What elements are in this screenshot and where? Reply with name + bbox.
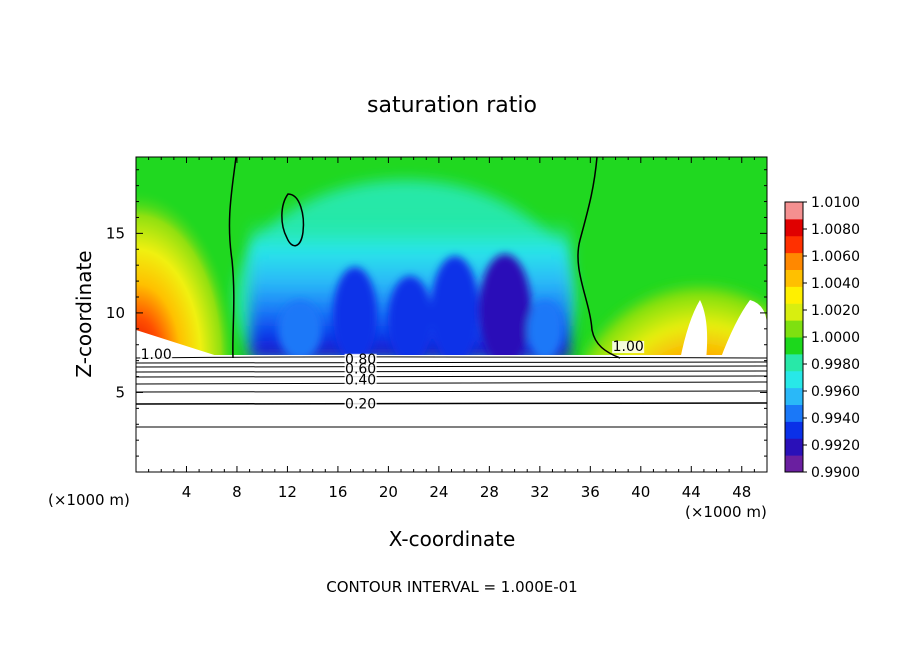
- colorbar-swatch: [785, 286, 803, 304]
- colorbar-tick-label: 0.9960: [811, 384, 860, 400]
- x-axis-label: X-coordinate: [389, 527, 516, 551]
- colorbar-tick-label: 0.9920: [811, 438, 860, 454]
- contour-line-1-00: [228, 157, 237, 359]
- contour-loop-1-00: [281, 193, 305, 247]
- white-gaps-right: [680, 300, 767, 360]
- contour-label: 0.40: [345, 373, 376, 389]
- colorbar-swatch: [785, 303, 803, 321]
- contour-label: 0.20: [345, 396, 376, 412]
- colorbar-tick-label: 0.9980: [811, 357, 860, 373]
- contour-line-1-00: [577, 157, 621, 359]
- contour-label-bg: [344, 398, 377, 411]
- colorbar-tick-label: 0.9900: [811, 465, 860, 481]
- contour-line: [136, 381, 767, 385]
- x-tick-label: 16: [328, 483, 347, 501]
- lower-blank: [136, 355, 767, 360]
- contour-line: [136, 361, 767, 364]
- colorbar-swatch: [785, 269, 803, 287]
- x-tick-label: 36: [581, 483, 600, 501]
- x-tick-label: 28: [480, 483, 499, 501]
- x-tick-label: 40: [631, 483, 650, 501]
- y-axis: 5 10 15: [106, 169, 767, 457]
- colorbar-swatch: [785, 455, 803, 473]
- colorbar: 1.0100 1.0080 1.0060 1.0040 1.0020 1.0000 0.99…: [784, 195, 860, 481]
- contour-label-bg: [344, 374, 377, 387]
- colorbar-tick-label: 1.0000: [811, 330, 860, 346]
- x-unit-right: (×1000 m): [685, 503, 767, 521]
- colorbar-tick-label: 1.0040: [811, 276, 860, 292]
- x-tick-label: 20: [379, 483, 398, 501]
- contour-line: [136, 375, 767, 378]
- left-warm-region: [136, 190, 236, 360]
- colorbar-swatch: [785, 353, 803, 372]
- colorbar-swatch: [785, 218, 803, 237]
- colorbar-tick-label: 1.0020: [811, 303, 860, 319]
- contour-label-bg: [612, 341, 645, 354]
- blue-cores: [278, 254, 563, 360]
- colorbar-tick-label: 0.9940: [811, 411, 860, 427]
- x-tick-label: 48: [732, 483, 751, 501]
- x-tick-label: 8: [232, 483, 242, 501]
- contour-label: 1.00: [141, 347, 172, 363]
- x-tick-label: 32: [530, 483, 549, 501]
- colorbar-swatch: [785, 202, 803, 220]
- x-tick-label: 24: [429, 483, 448, 501]
- chart-title: saturation ratio: [367, 93, 537, 118]
- colorbar-swatch: [785, 337, 803, 355]
- colorbar-swatch: [785, 387, 803, 405]
- contour-fill: [136, 157, 767, 360]
- contour-label: 1.00: [613, 339, 644, 355]
- contour-line: [136, 356, 767, 359]
- contour-line: [136, 370, 767, 373]
- colorbar-tick-label: 1.0100: [811, 195, 860, 211]
- x-axis: 4 8 12 16 20 24 28 32 36 40 44 48: [148, 157, 755, 501]
- y-tick-label: 5: [115, 383, 125, 401]
- x-tick-label: 12: [278, 483, 297, 501]
- contour-label-bg: [140, 349, 173, 362]
- contour-line: [136, 365, 767, 368]
- colorbar-swatch: [785, 404, 803, 422]
- colorbar-swatch: [785, 370, 803, 389]
- y-tick-label: 10: [106, 304, 125, 322]
- x-unit-left: (×1000 m): [48, 491, 130, 509]
- contour-interval-note: CONTOUR INTERVAL = 1.000E-01: [326, 578, 577, 596]
- y-tick-label: 15: [106, 224, 125, 242]
- contour-label-bg: [344, 363, 377, 376]
- colorbar-swatch: [785, 438, 803, 456]
- colorbar-tick-label: 1.0060: [811, 249, 860, 265]
- contour-labels: 1.00 1.000.800.600.400.20: [140, 339, 645, 412]
- contour-line: [136, 390, 767, 393]
- contour-line: [136, 402, 767, 405]
- x-tick-label: 4: [182, 483, 192, 501]
- right-warm-region: [580, 200, 767, 360]
- colorbar-swatch: [785, 421, 803, 439]
- y-axis-label: Z-coordinate: [72, 250, 96, 377]
- contour-label: 0.60: [345, 361, 376, 377]
- colorbar-swatch: [785, 235, 803, 254]
- colorbar-swatch: [785, 252, 803, 270]
- colorbar-tick-label: 1.0080: [811, 222, 860, 238]
- x-tick-label: 44: [682, 483, 701, 501]
- contour-label-bg: [344, 353, 377, 366]
- colorbar-swatch: [785, 320, 803, 338]
